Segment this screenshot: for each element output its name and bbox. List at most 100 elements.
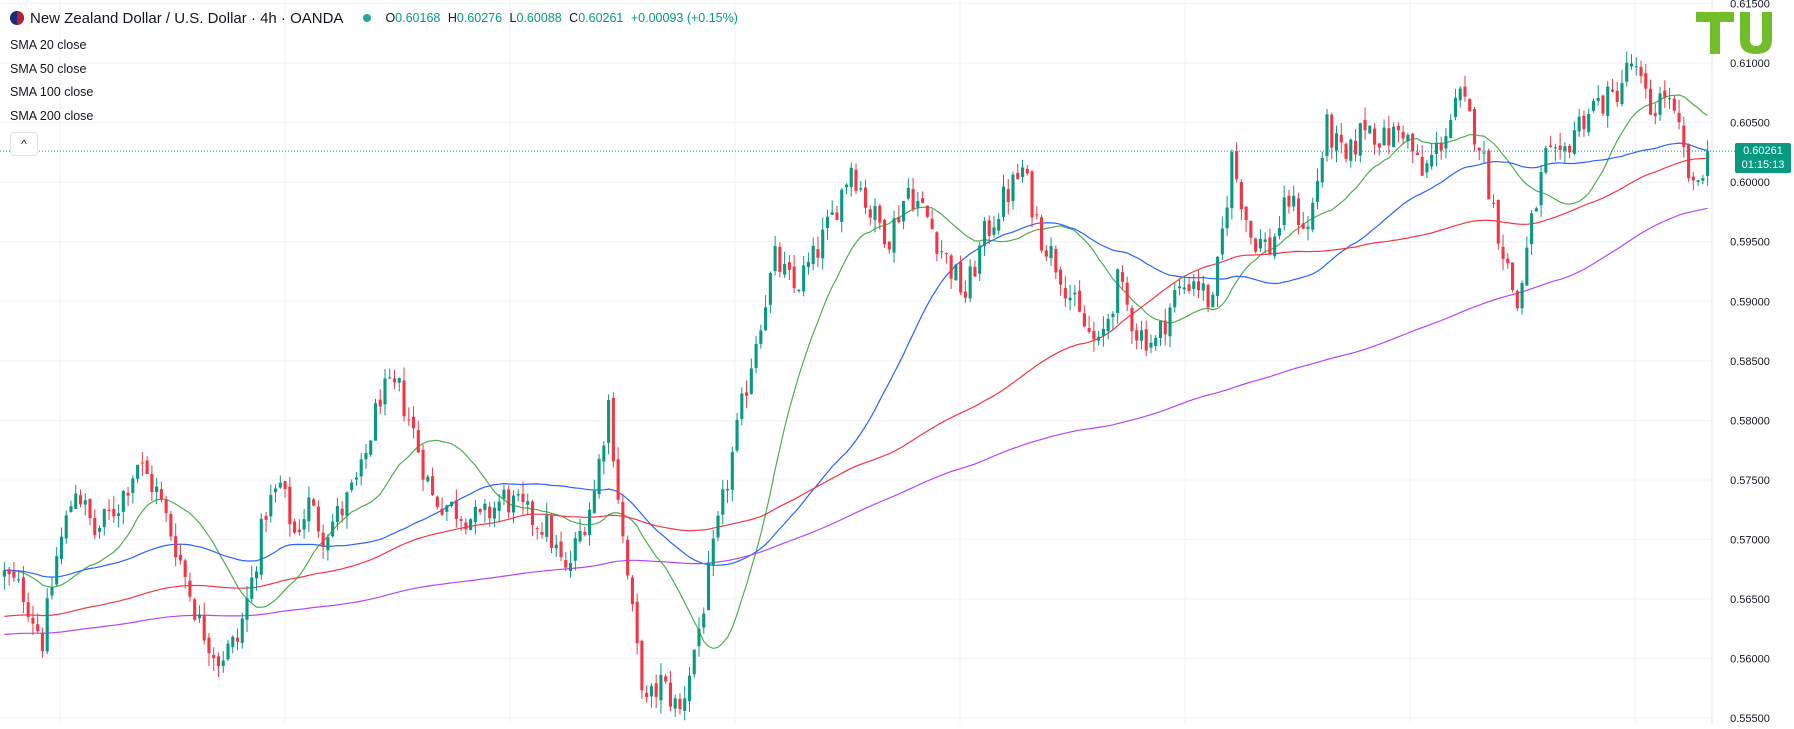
candle-body — [307, 497, 311, 522]
candle — [1377, 143, 1381, 156]
candle-body — [202, 614, 206, 641]
candle — [511, 490, 515, 524]
candle — [431, 467, 435, 496]
candle-body — [383, 378, 387, 405]
candle-body — [783, 263, 787, 275]
symbol-title[interactable]: New Zealand Dollar / U.S. Dollar · 4h · … — [30, 9, 344, 27]
candle-body — [1506, 258, 1510, 264]
y-tick-label: 0.59000 — [1730, 296, 1770, 308]
candle-body — [668, 682, 672, 707]
candle-body — [1325, 114, 1329, 156]
candle — [369, 439, 373, 457]
candle-body — [216, 656, 221, 667]
candle-body — [745, 392, 749, 396]
candle-body — [1040, 217, 1044, 251]
candle-body — [1468, 98, 1472, 112]
candle — [949, 253, 953, 290]
indicator-sma-20[interactable]: SMA 20 close — [10, 38, 87, 52]
candle — [997, 213, 1001, 235]
candle-body — [388, 377, 392, 379]
candle — [1187, 276, 1191, 294]
candle-body — [868, 209, 872, 218]
candle-body — [583, 531, 587, 535]
candle-body — [1120, 272, 1124, 282]
candle — [1648, 79, 1653, 115]
candle — [1354, 129, 1358, 162]
y-tick-label: 0.57500 — [1730, 475, 1770, 487]
candle-body — [93, 517, 97, 536]
candle — [1610, 78, 1615, 93]
indicator-sma-50[interactable]: SMA 50 close — [10, 61, 87, 76]
indicator-sma-200[interactable]: SMA 200 close — [10, 108, 94, 123]
candle-body — [1173, 290, 1177, 308]
candle — [435, 495, 439, 510]
candle-body — [345, 492, 349, 516]
candle-body — [464, 522, 468, 530]
candle — [1401, 125, 1405, 145]
candle-body — [1511, 262, 1515, 290]
candle — [1101, 316, 1105, 347]
candle — [1644, 63, 1648, 99]
candle — [1106, 313, 1110, 340]
candle-body — [511, 495, 515, 513]
candle — [150, 465, 154, 501]
candle — [1197, 270, 1201, 299]
candle — [963, 280, 967, 303]
candle — [1577, 108, 1581, 137]
moving-averages — [4, 94, 1708, 650]
candle-body — [416, 430, 420, 453]
candle-body — [706, 562, 711, 611]
candle — [1544, 145, 1548, 175]
candle-body — [274, 488, 278, 493]
price-axis[interactable]: 0.61500 0.61000 0.60500 0.60000 0.59500 0.590… — [1730, 0, 1770, 725]
candle-body — [759, 330, 763, 344]
candle — [1097, 330, 1101, 346]
candle — [930, 209, 934, 230]
indicator-sma-100[interactable]: SMA 100 close — [10, 85, 94, 99]
candle-body — [930, 218, 934, 230]
y-tick-label: 0.55500 — [1730, 713, 1770, 724]
candle-body — [421, 449, 425, 480]
candle-body — [402, 380, 406, 417]
candle — [492, 501, 496, 528]
candle-body — [982, 220, 987, 247]
candle-body — [754, 344, 758, 368]
candle — [1634, 57, 1638, 76]
candle — [1216, 256, 1220, 308]
candle — [1320, 151, 1324, 188]
candle-body — [649, 686, 653, 697]
candle — [616, 447, 620, 504]
candle-body — [1139, 330, 1144, 341]
candle-body — [1687, 144, 1691, 179]
candle — [126, 486, 130, 507]
candle-body — [121, 491, 125, 512]
candle — [1691, 171, 1695, 191]
candle-body — [102, 508, 106, 528]
candle-body — [1254, 238, 1258, 252]
market-status-icon[interactable] — [363, 14, 372, 22]
candle — [759, 324, 763, 349]
candle-body — [1282, 197, 1286, 226]
candle — [1344, 142, 1348, 163]
candle — [1163, 308, 1167, 346]
candle — [1696, 180, 1700, 187]
candle-body — [1092, 330, 1096, 340]
candle — [1244, 206, 1248, 233]
candle — [954, 263, 958, 281]
candle — [940, 240, 944, 259]
candle — [854, 163, 858, 195]
candle — [706, 550, 711, 611]
candle-body — [1334, 133, 1339, 151]
y-tick-label: 0.59500 — [1730, 237, 1770, 249]
candle-body — [2, 570, 6, 577]
candle — [764, 295, 768, 331]
candle-body — [949, 255, 953, 279]
candle — [1677, 99, 1681, 130]
candle — [1449, 114, 1453, 139]
candle — [1615, 81, 1619, 107]
collapse-legend-button[interactable]: ^ — [10, 132, 38, 156]
candle — [411, 406, 416, 439]
candle — [17, 571, 21, 583]
